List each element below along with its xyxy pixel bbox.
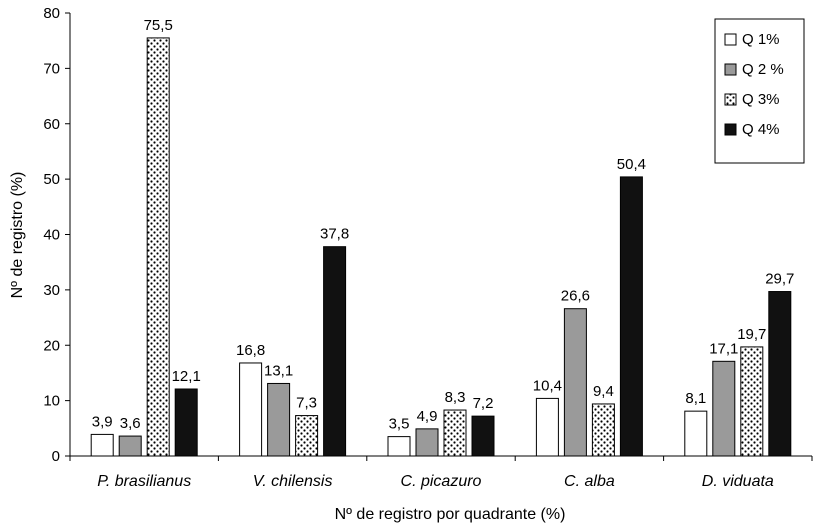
value-label-4-3: 29,7 — [765, 271, 794, 288]
legend-label-2: Q 3% — [742, 91, 780, 108]
value-label-0-2: 75,5 — [144, 17, 173, 34]
y-tick-label-3: 30 — [43, 282, 60, 299]
value-label-3-0: 10,4 — [533, 377, 562, 394]
category-label-0: P. brasilianus — [97, 473, 191, 490]
value-label-1-2: 7,3 — [296, 395, 317, 412]
axes-group: 0 10 20 30 40 50 60 70 80 P. brasilianus V. chilen… — [43, 5, 813, 490]
legend-swatch-0 — [724, 33, 737, 46]
value-label-0-0: 3,9 — [92, 413, 113, 430]
value-label-2-1: 4,9 — [417, 408, 438, 425]
bar-0-1 — [118, 435, 142, 457]
value-label-1-1: 13,1 — [264, 362, 293, 379]
bar-3-0 — [535, 397, 559, 457]
y-tick-label-0: 0 — [52, 448, 60, 465]
value-label-1-0: 16,8 — [236, 342, 265, 359]
bar-3-1 — [563, 308, 587, 457]
value-label-4-2: 19,7 — [737, 326, 766, 343]
bar-1-3 — [323, 246, 347, 457]
category-label-1: V. chilensis — [253, 473, 333, 490]
bar-0-0 — [90, 433, 114, 457]
legend-swatch-3 — [724, 123, 737, 136]
y-tick-label-1: 10 — [43, 393, 60, 410]
legend: Q 1% Q 2 % Q 3% Q 4% — [714, 18, 805, 164]
value-label-0-1: 3,6 — [120, 415, 141, 432]
x-axis-title: Nº de registro por quadrante (%) — [335, 506, 566, 523]
bar-1-2 — [295, 415, 319, 457]
value-label-1-3: 37,8 — [320, 226, 349, 243]
bar-1-1 — [267, 382, 291, 457]
y-tick-label-6: 60 — [43, 116, 60, 133]
category-label-3: C. alba — [564, 473, 615, 490]
legend-label-0: Q 1% — [742, 31, 780, 48]
y-tick-label-2: 20 — [43, 337, 60, 354]
value-label-2-2: 8,3 — [445, 389, 466, 406]
bar-1-0 — [239, 362, 263, 457]
bar-4-3 — [768, 291, 792, 457]
bar-3-3 — [619, 176, 643, 457]
value-label-4-0: 8,1 — [685, 390, 706, 407]
bar-4-1 — [712, 360, 736, 457]
legend-swatch-1 — [724, 63, 737, 76]
bar-3-2 — [591, 403, 615, 457]
bars-group — [90, 37, 792, 457]
value-label-3-2: 9,4 — [593, 383, 614, 400]
bar-2-1 — [415, 428, 439, 457]
legend-label-1: Q 2 % — [742, 61, 784, 78]
bar-2-0 — [387, 436, 411, 457]
value-label-3-1: 26,6 — [561, 288, 590, 305]
category-label-4: D. viduata — [702, 473, 774, 490]
value-label-3-3: 50,4 — [617, 156, 646, 173]
y-tick-label-4: 40 — [43, 227, 60, 244]
value-label-4-1: 17,1 — [709, 340, 738, 357]
legend-swatch-2 — [724, 93, 737, 106]
legend-label-3: Q 4% — [742, 121, 780, 138]
bar-0-3 — [174, 388, 198, 457]
value-label-0-3: 12,1 — [172, 368, 201, 385]
category-label-2: C. picazuro — [401, 473, 482, 490]
y-tick-label-5: 50 — [43, 171, 60, 188]
y-axis-title: Nº de registro (%) — [9, 172, 26, 299]
bar-2-3 — [471, 415, 495, 457]
bar-4-0 — [684, 410, 708, 457]
bar-0-2 — [146, 37, 170, 457]
value-labels-group: 3,9 3,6 75,5 12,1 16,8 13,17,3 37,8 3,5 4,9 8,3 7,… — [92, 17, 795, 433]
bar-4-2 — [740, 346, 764, 457]
value-label-2-3: 7,2 — [473, 395, 494, 412]
y-tick-label-7: 70 — [43, 60, 60, 77]
value-label-2-0: 3,5 — [389, 416, 410, 433]
bar-2-2 — [443, 409, 467, 457]
y-tick-label-8: 80 — [43, 5, 60, 22]
